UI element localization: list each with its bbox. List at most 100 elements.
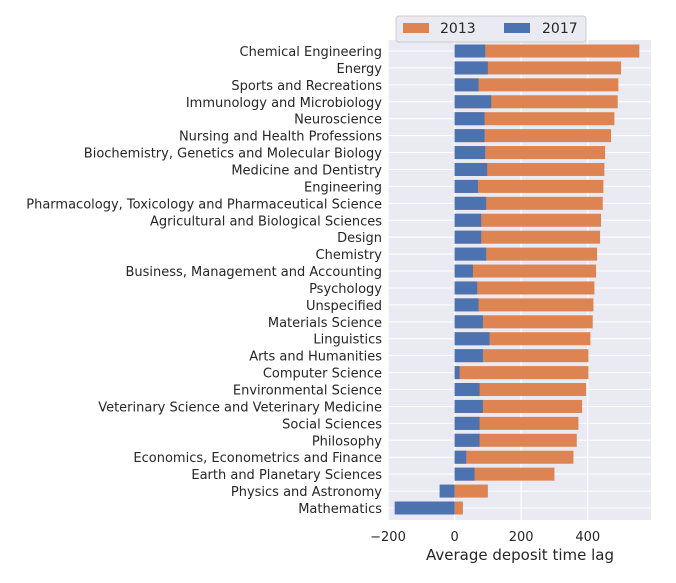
y-tick-label: Arts and Humanities bbox=[249, 350, 382, 365]
legend-label-2017: 2017 bbox=[542, 21, 578, 37]
y-tick-label: Biochemistry, Genetics and Molecular Bio… bbox=[84, 147, 383, 162]
y-tick-label: Chemical Engineering bbox=[240, 45, 382, 60]
bar-2017-environmental-science bbox=[454, 383, 480, 397]
y-tick-label: Materials Science bbox=[268, 316, 382, 331]
bar-2013-mathematics bbox=[454, 501, 463, 515]
y-tick-label: Engineering bbox=[304, 180, 382, 195]
bar-2013-business-management-and-accounting bbox=[454, 264, 597, 278]
bar-2017-business-management-and-accounting bbox=[454, 264, 473, 278]
bar-2017-biochemistry-genetics-and-molecular-biology bbox=[454, 146, 486, 160]
y-tick-label: Philosophy bbox=[312, 434, 382, 449]
y-tick-label: Sports and Recreations bbox=[231, 79, 382, 94]
y-tick-label: Environmental Science bbox=[233, 384, 382, 399]
x-tick-label: 0 bbox=[450, 530, 458, 545]
bar-2017-physics-and-astronomy bbox=[439, 484, 455, 498]
y-tick-label: Earth and Planetary Sciences bbox=[191, 468, 382, 483]
bar-2013-psychology bbox=[454, 281, 595, 295]
bar-2013-neuroscience bbox=[454, 112, 615, 126]
bar-2017-chemistry bbox=[454, 247, 487, 261]
bar-2017-unspecified bbox=[454, 298, 479, 312]
bars bbox=[394, 44, 640, 515]
bar-2017-mathematics bbox=[394, 501, 455, 515]
bar-2013-arts-and-humanities bbox=[454, 349, 589, 363]
y-tick-label: Energy bbox=[336, 62, 382, 77]
x-tick-label: −200 bbox=[370, 530, 406, 545]
y-tick-label: Design bbox=[337, 231, 382, 246]
legend-label-2013: 2013 bbox=[440, 21, 476, 37]
bar-2017-neuroscience bbox=[454, 112, 485, 126]
bar-2013-chemistry bbox=[454, 247, 598, 261]
bar-2017-earth-and-planetary-sciences bbox=[454, 467, 475, 481]
bar-2017-chemical-engineering bbox=[454, 44, 486, 58]
bar-2013-energy bbox=[454, 61, 622, 75]
bar-2013-unspecified bbox=[454, 298, 594, 312]
bar-2013-physics-and-astronomy bbox=[454, 484, 488, 498]
bar-2017-agricultural-and-biological-sciences bbox=[454, 213, 482, 227]
bar-2017-nursing-and-health-professions bbox=[454, 129, 485, 143]
legend-swatch-2013 bbox=[403, 23, 429, 33]
bar-2013-philosophy bbox=[454, 433, 577, 447]
bar-2017-computer-science bbox=[454, 366, 460, 380]
bar-2017-engineering bbox=[454, 179, 478, 193]
y-tick-label: Computer Science bbox=[263, 367, 382, 382]
x-tick-label: 200 bbox=[509, 530, 534, 545]
bar-2013-medicine-and-dentistry bbox=[454, 162, 605, 176]
y-tick-label: Business, Management and Accounting bbox=[125, 265, 382, 280]
bar-2017-medicine-and-dentistry bbox=[454, 162, 488, 176]
bar-2013-nursing-and-health-professions bbox=[454, 129, 612, 143]
y-tick-label: Physics and Astronomy bbox=[231, 485, 382, 500]
bar-2013-pharmacology-toxicology-and-pharmaceutical-science bbox=[454, 196, 603, 210]
x-axis-label: Average deposit time lag bbox=[426, 546, 614, 564]
bar-2017-veterinary-science-and-veterinary-medicine bbox=[454, 399, 483, 413]
x-tick-label: 400 bbox=[575, 530, 600, 545]
bar-2017-design bbox=[454, 230, 482, 244]
y-tick-label: Nursing and Health Professions bbox=[179, 130, 382, 145]
legend: 2013 2017 bbox=[395, 15, 587, 43]
bar-2013-economics-econometrics-and-finance bbox=[454, 450, 574, 464]
bar-2013-sports-and-recreations bbox=[454, 78, 619, 92]
legend-swatch-2017 bbox=[504, 23, 530, 33]
y-tick-label: Agricultural and Biological Sciences bbox=[150, 214, 382, 229]
y-tick-label: Unspecified bbox=[306, 299, 382, 314]
y-tick-label: Pharmacology, Toxicology and Pharmaceuti… bbox=[26, 197, 382, 212]
y-tick-label: Chemistry bbox=[316, 248, 383, 263]
bar-2017-economics-econometrics-and-finance bbox=[454, 450, 467, 464]
y-tick-labels: Chemical Engineering Energy Sports and Rec… bbox=[26, 45, 382, 517]
bar-2017-philosophy bbox=[454, 433, 480, 447]
bar-2017-materials-science bbox=[454, 315, 483, 329]
y-tick-label: Economics, Econometrics and Finance bbox=[133, 451, 382, 466]
bar-2017-pharmacology-toxicology-and-pharmaceutical-science bbox=[454, 196, 487, 210]
bar-2013-social-sciences bbox=[454, 416, 579, 430]
bar-2017-linguistics bbox=[454, 332, 490, 346]
bar-2013-computer-science bbox=[454, 366, 589, 380]
bar-2013-immunology-and-microbiology bbox=[454, 95, 618, 109]
y-tick-label: Psychology bbox=[309, 282, 382, 297]
y-tick-label: Medicine and Dentistry bbox=[231, 163, 382, 178]
bar-2013-veterinary-science-and-veterinary-medicine bbox=[454, 399, 583, 413]
bar-2017-immunology-and-microbiology bbox=[454, 95, 492, 109]
bar-2017-psychology bbox=[454, 281, 478, 295]
y-tick-label: Mathematics bbox=[298, 502, 382, 517]
legend-box bbox=[395, 15, 587, 43]
bar-2013-biochemistry-genetics-and-molecular-biology bbox=[454, 146, 606, 160]
x-tick-labels: −200 0 200 400 bbox=[370, 530, 600, 545]
y-tick-label: Immunology and Microbiology bbox=[186, 96, 382, 111]
bar-2013-earth-and-planetary-sciences bbox=[454, 467, 555, 481]
bar-2013-materials-science bbox=[454, 315, 593, 329]
y-tick-label: Veterinary Science and Veterinary Medici… bbox=[98, 400, 382, 415]
bar-2017-social-sciences bbox=[454, 416, 480, 430]
bar-2017-energy bbox=[454, 61, 488, 75]
bar-2013-agricultural-and-biological-sciences bbox=[454, 213, 602, 227]
bar-2017-arts-and-humanities bbox=[454, 349, 483, 363]
bar-2017-sports-and-recreations bbox=[454, 78, 479, 92]
bar-2013-environmental-science bbox=[454, 383, 587, 397]
bar-2013-chemical-engineering bbox=[454, 44, 640, 58]
y-tick-label: Neuroscience bbox=[294, 113, 382, 128]
y-tick-label: Social Sciences bbox=[282, 417, 382, 432]
plot-area bbox=[388, 40, 651, 520]
bar-2013-design bbox=[454, 230, 601, 244]
bar-2013-engineering bbox=[454, 179, 604, 193]
y-tick-label: Linguistics bbox=[313, 333, 382, 348]
